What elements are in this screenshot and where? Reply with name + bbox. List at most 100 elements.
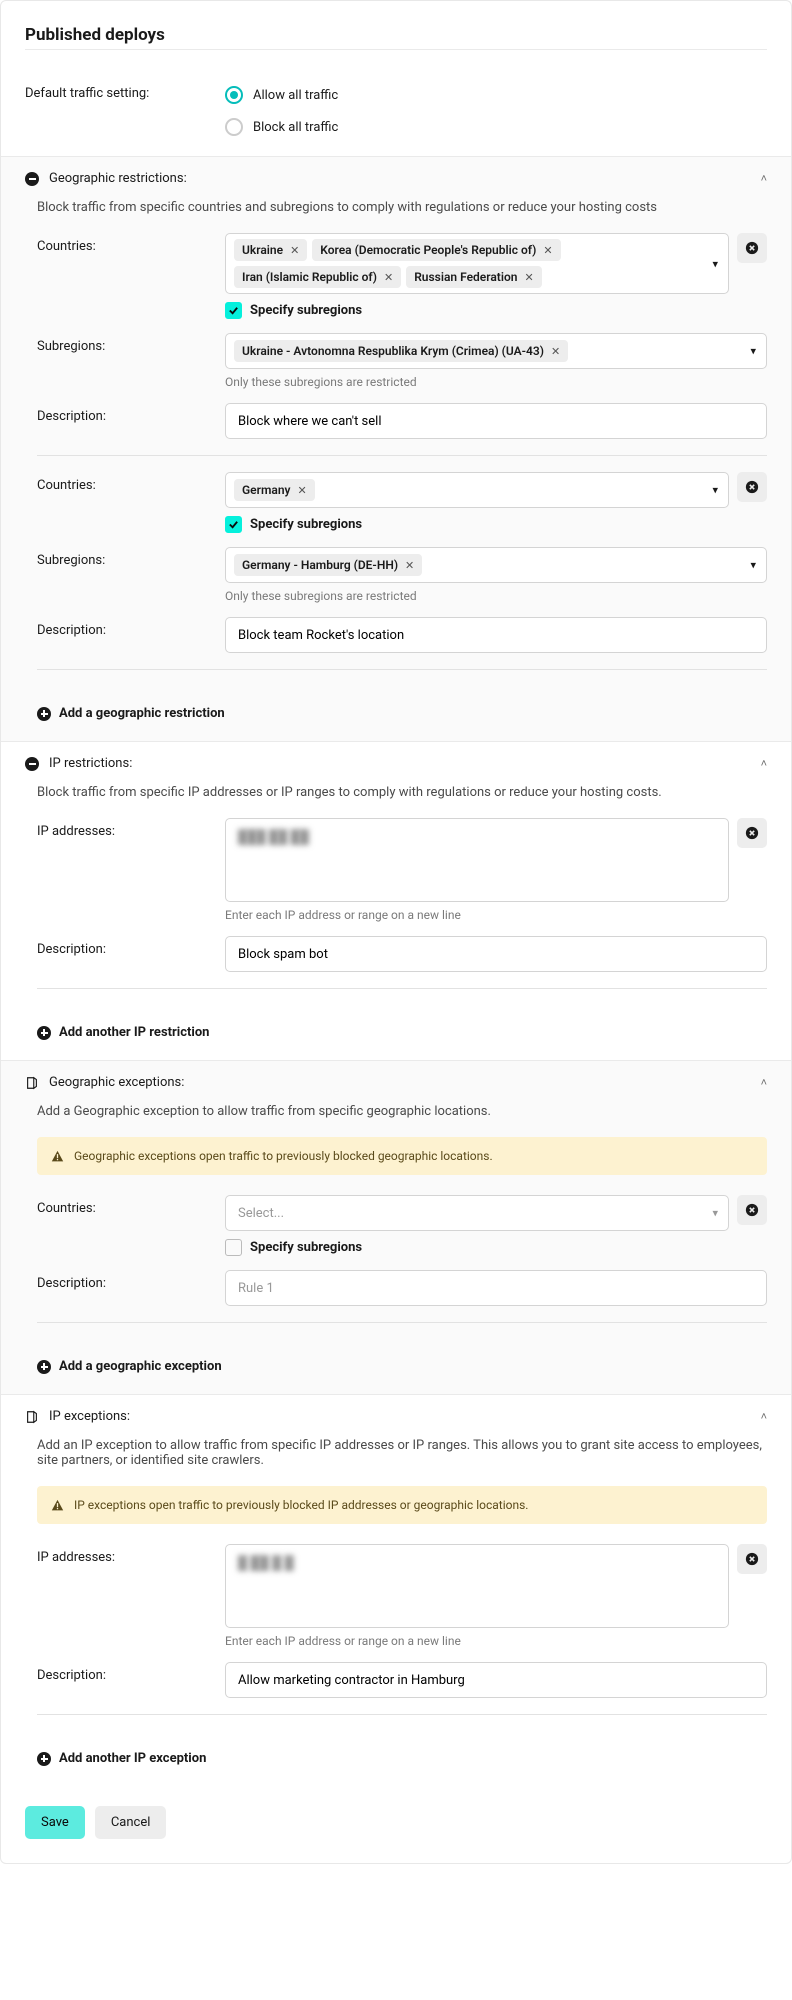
chevron-down-icon: ▾	[712, 1207, 718, 1220]
field-label: Description:	[37, 936, 225, 957]
remove-rule-button[interactable]	[737, 1195, 767, 1225]
field-label: IP addresses:	[37, 1544, 225, 1565]
countries-select[interactable]: Ukraine✕ Korea (Democratic People's Repu…	[225, 233, 729, 294]
plus-icon	[37, 707, 51, 721]
chevron-down-icon: ▾	[712, 257, 718, 270]
door-open-icon	[25, 1410, 39, 1424]
subregions-select[interactable]: Germany - Hamburg (DE-HH)✕ ▾	[225, 547, 767, 583]
section-geo-restrictions: Geographic restrictions: ˄ Block traffic…	[1, 156, 791, 741]
section-desc: Block traffic from specific countries an…	[37, 200, 767, 215]
country-tag: Russian Federation✕	[406, 266, 541, 288]
checkbox-label: Specify subregions	[250, 303, 362, 318]
save-button[interactable]: Save	[25, 1806, 85, 1839]
section-header[interactable]: Geographic exceptions: ˄	[1, 1061, 791, 1104]
remove-tag-icon[interactable]: ✕	[290, 244, 299, 257]
ip-addresses-field: IP addresses: █ ██ █ █ Enter each IP add…	[37, 1544, 767, 1648]
chevron-up-icon: ˄	[761, 1076, 767, 1089]
remove-rule-button[interactable]	[737, 472, 767, 502]
checkbox-label: Specify subregions	[250, 1240, 362, 1255]
add-label: Add a geographic restriction	[59, 706, 225, 721]
section-header[interactable]: IP restrictions: ˄	[1, 742, 791, 785]
checkbox-label: Specify subregions	[250, 517, 362, 532]
description-input[interactable]	[225, 403, 767, 439]
remove-rule-button[interactable]	[737, 818, 767, 848]
section-desc: Block traffic from specific IP addresses…	[37, 785, 767, 800]
remove-rule-button[interactable]	[737, 1544, 767, 1574]
collapse-icon	[25, 172, 39, 186]
countries-select[interactable]: Select... ▾	[225, 1195, 729, 1231]
field-label: Description:	[37, 1662, 225, 1683]
subregion-tag: Ukraine - Avtonomna Respublika Krym (Cri…	[234, 340, 568, 362]
country-tag: Ukraine✕	[234, 239, 307, 261]
subregion-hint: Only these subregions are restricted	[225, 375, 767, 389]
field-label: Countries:	[37, 472, 225, 493]
chevron-up-icon: ˄	[761, 172, 767, 185]
description-field: Description:	[37, 403, 767, 439]
specify-subregions-row[interactable]: Specify subregions	[225, 516, 767, 533]
warning-alert: IP exceptions open traffic to previously…	[37, 1486, 767, 1524]
radio-block-all[interactable]: Block all traffic	[225, 118, 338, 136]
radio-icon	[225, 118, 243, 136]
default-traffic-setting: Default traffic setting: Allow all traff…	[1, 68, 791, 156]
remove-tag-icon[interactable]: ✕	[551, 345, 560, 358]
remove-tag-icon[interactable]: ✕	[524, 271, 533, 284]
remove-tag-icon[interactable]: ✕	[384, 271, 393, 284]
default-setting-label: Default traffic setting:	[25, 86, 225, 136]
subregions-field: Subregions: Germany - Hamburg (DE-HH)✕ ▾…	[37, 547, 767, 603]
traffic-radio-group: Allow all traffic Block all traffic	[225, 86, 338, 136]
countries-field: Countries: Germany✕ ▾ Specify subregio	[37, 472, 767, 533]
section-title: IP exceptions:	[49, 1409, 130, 1424]
subregions-field: Subregions: Ukraine - Avtonomna Respubli…	[37, 333, 767, 389]
collapse-icon	[25, 757, 39, 771]
remove-rule-button[interactable]	[737, 233, 767, 263]
checkbox-icon	[225, 516, 242, 533]
section-title: IP restrictions:	[49, 756, 132, 771]
description-input[interactable]	[225, 1662, 767, 1698]
add-geo-restriction[interactable]: Add a geographic restriction	[1, 690, 791, 741]
alert-text: IP exceptions open traffic to previously…	[74, 1498, 528, 1512]
country-tag: Korea (Democratic People's Republic of)✕	[312, 239, 560, 261]
countries-select[interactable]: Germany✕ ▾	[225, 472, 729, 508]
subregion-hint: Only these subregions are restricted	[225, 589, 767, 603]
ip-addresses-textarea[interactable]: ███ ██ ██	[225, 818, 729, 902]
add-ip-exception[interactable]: Add another IP exception	[1, 1735, 791, 1786]
checkbox-icon	[225, 302, 242, 319]
description-input[interactable]	[225, 1270, 767, 1306]
field-label: Subregions:	[37, 333, 225, 354]
description-input[interactable]	[225, 617, 767, 653]
description-field: Description:	[37, 1270, 767, 1306]
field-label: Description:	[37, 1270, 225, 1291]
section-body: Block traffic from specific countries an…	[1, 200, 791, 690]
plus-icon	[37, 1360, 51, 1374]
add-label: Add a geographic exception	[59, 1359, 222, 1374]
specify-subregions-row[interactable]: Specify subregions	[225, 1239, 767, 1256]
section-header[interactable]: Geographic restrictions: ˄	[1, 157, 791, 200]
subregions-select[interactable]: Ukraine - Avtonomna Respublika Krym (Cri…	[225, 333, 767, 369]
published-deploys-panel: Published deploys Default traffic settin…	[0, 0, 792, 1864]
add-ip-restriction[interactable]: Add another IP restriction	[1, 1009, 791, 1060]
radio-icon	[225, 86, 243, 104]
remove-tag-icon[interactable]: ✕	[543, 244, 552, 257]
remove-tag-icon[interactable]: ✕	[298, 484, 307, 497]
country-tag: Iran (Islamic Republic of)✕	[234, 266, 401, 288]
ip-hint: Enter each IP address or range on a new …	[225, 908, 767, 922]
chevron-down-icon: ▾	[750, 345, 756, 358]
checkbox-icon	[225, 1239, 242, 1256]
specify-subregions-row[interactable]: Specify subregions	[225, 302, 767, 319]
add-geo-exception[interactable]: Add a geographic exception	[1, 1343, 791, 1394]
section-title: Geographic exceptions:	[49, 1075, 184, 1090]
chevron-up-icon: ˄	[761, 1410, 767, 1423]
countries-field: Countries: Ukraine✕ Korea (Democratic Pe…	[37, 233, 767, 319]
ip-addresses-field: IP addresses: ███ ██ ██ Enter each IP ad…	[37, 818, 767, 922]
field-label: Description:	[37, 617, 225, 638]
ip-addresses-textarea[interactable]: █ ██ █ █	[225, 1544, 729, 1628]
remove-tag-icon[interactable]: ✕	[405, 559, 414, 572]
plus-icon	[37, 1752, 51, 1766]
description-input[interactable]	[225, 936, 767, 972]
select-placeholder: Select...	[238, 1206, 284, 1221]
section-header[interactable]: IP exceptions: ˄	[1, 1395, 791, 1438]
field-label: Subregions:	[37, 547, 225, 568]
cancel-button[interactable]: Cancel	[95, 1806, 167, 1839]
radio-allow-all[interactable]: Allow all traffic	[225, 86, 338, 104]
section-desc: Add an IP exception to allow traffic fro…	[37, 1438, 767, 1468]
